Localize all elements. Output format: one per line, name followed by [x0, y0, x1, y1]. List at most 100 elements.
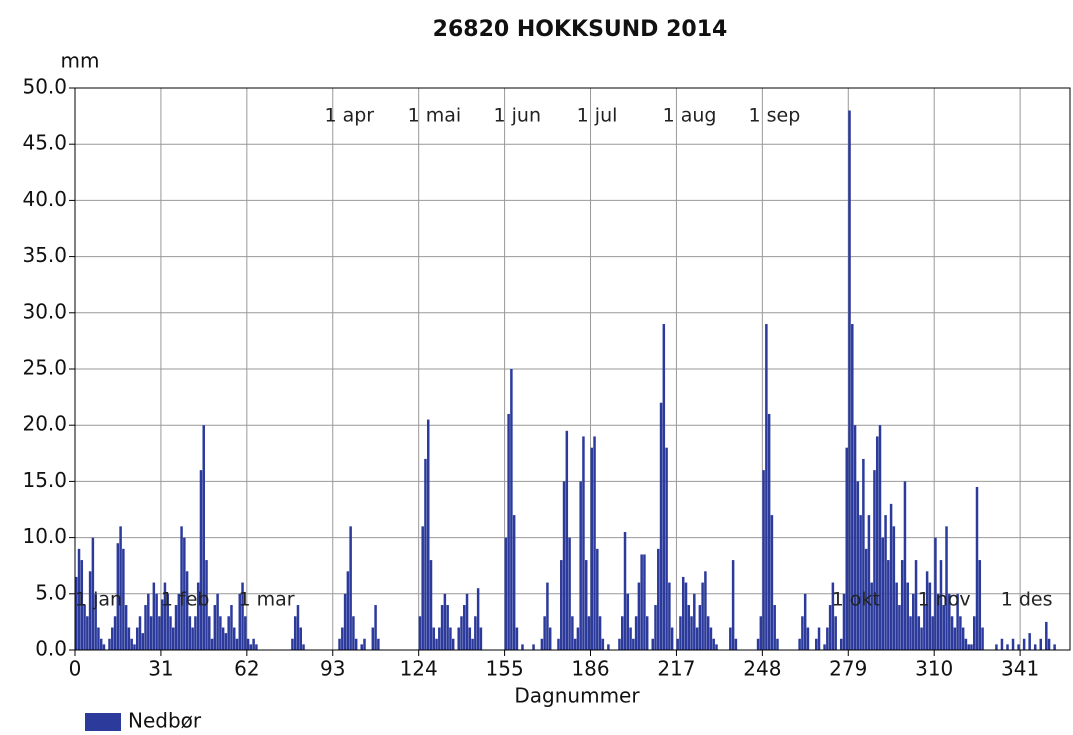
bar — [512, 515, 516, 650]
bar — [643, 554, 646, 650]
bar — [773, 605, 776, 650]
bar — [138, 616, 142, 650]
bar — [665, 447, 668, 650]
plot-frame — [74, 87, 1071, 651]
bar — [895, 582, 898, 650]
bar — [892, 526, 896, 650]
bar — [135, 627, 139, 650]
bar — [210, 638, 214, 650]
month-marker: 1 feb — [161, 589, 210, 611]
y-tick-label: 45.0 — [22, 131, 67, 155]
bar — [451, 638, 455, 650]
bar — [343, 593, 347, 650]
bar — [102, 644, 106, 650]
bar — [936, 593, 940, 650]
bar — [909, 616, 912, 650]
bar — [1011, 638, 1015, 650]
bar — [80, 560, 84, 650]
bar — [443, 593, 447, 650]
bar — [914, 560, 918, 650]
bar — [859, 515, 862, 650]
bar — [731, 560, 735, 650]
bar — [776, 638, 779, 650]
bar — [546, 582, 549, 650]
bar — [185, 571, 189, 650]
bar — [199, 470, 203, 650]
x-tick-label: 279 — [829, 657, 867, 681]
month-marker: 1 nov — [918, 589, 971, 611]
bar — [975, 487, 979, 650]
bar — [116, 543, 120, 650]
month-marker: 1 mar — [239, 589, 295, 611]
bar — [709, 627, 713, 650]
bar — [759, 616, 763, 650]
bar — [1045, 621, 1048, 650]
bar — [862, 458, 865, 650]
bar — [424, 458, 427, 650]
bar — [360, 644, 363, 650]
bar — [354, 638, 358, 650]
bar — [216, 593, 219, 650]
bar — [230, 605, 233, 650]
bar — [457, 627, 460, 650]
bar — [684, 582, 688, 650]
bar — [548, 627, 552, 650]
bar — [224, 633, 228, 650]
bar — [235, 638, 239, 650]
y-tick-label: 25.0 — [22, 356, 67, 380]
bar — [296, 605, 300, 650]
bar — [94, 593, 97, 650]
bar — [418, 616, 422, 650]
bar — [227, 616, 230, 650]
bar — [465, 593, 469, 650]
bar — [208, 616, 211, 650]
bar — [972, 616, 976, 650]
bar — [202, 425, 205, 650]
bar — [255, 644, 258, 650]
bar — [884, 515, 887, 650]
bar — [978, 560, 982, 650]
bar — [767, 413, 771, 650]
bar — [1033, 644, 1037, 650]
bar — [426, 419, 430, 650]
bar — [1053, 644, 1056, 650]
bar — [507, 413, 510, 650]
bar — [449, 627, 452, 650]
bar — [474, 616, 477, 650]
bar — [681, 576, 685, 650]
bar — [299, 627, 302, 650]
bar — [632, 638, 635, 650]
bar — [856, 481, 860, 650]
bar — [374, 605, 377, 650]
bar — [573, 638, 577, 650]
bar — [77, 548, 81, 650]
x-tick-label: 0 — [69, 657, 82, 681]
bar — [815, 638, 818, 650]
bar — [712, 638, 715, 650]
bar — [734, 638, 738, 650]
chart-title: 26820 HOKKSUND 2014 — [433, 17, 728, 42]
bar — [668, 582, 671, 650]
bar — [706, 616, 710, 650]
bar — [981, 627, 984, 650]
bar — [446, 605, 449, 650]
bar — [903, 481, 907, 650]
bar — [241, 582, 244, 650]
bar — [219, 616, 222, 650]
month-marker: 1 okt — [832, 589, 880, 611]
bar — [302, 644, 305, 650]
bar — [196, 582, 200, 650]
bar — [657, 548, 660, 650]
bar — [75, 576, 78, 650]
bar — [831, 582, 835, 650]
bar — [183, 537, 186, 650]
x-tick-label: 62 — [234, 657, 259, 681]
bar — [111, 627, 114, 650]
bar — [889, 503, 893, 650]
y-tick-label: 20.0 — [22, 412, 67, 436]
y-tick-label: 40.0 — [22, 187, 67, 211]
bar — [149, 616, 153, 650]
x-tick-label: 310 — [915, 657, 953, 681]
bar — [762, 470, 765, 650]
bar — [1028, 633, 1031, 650]
